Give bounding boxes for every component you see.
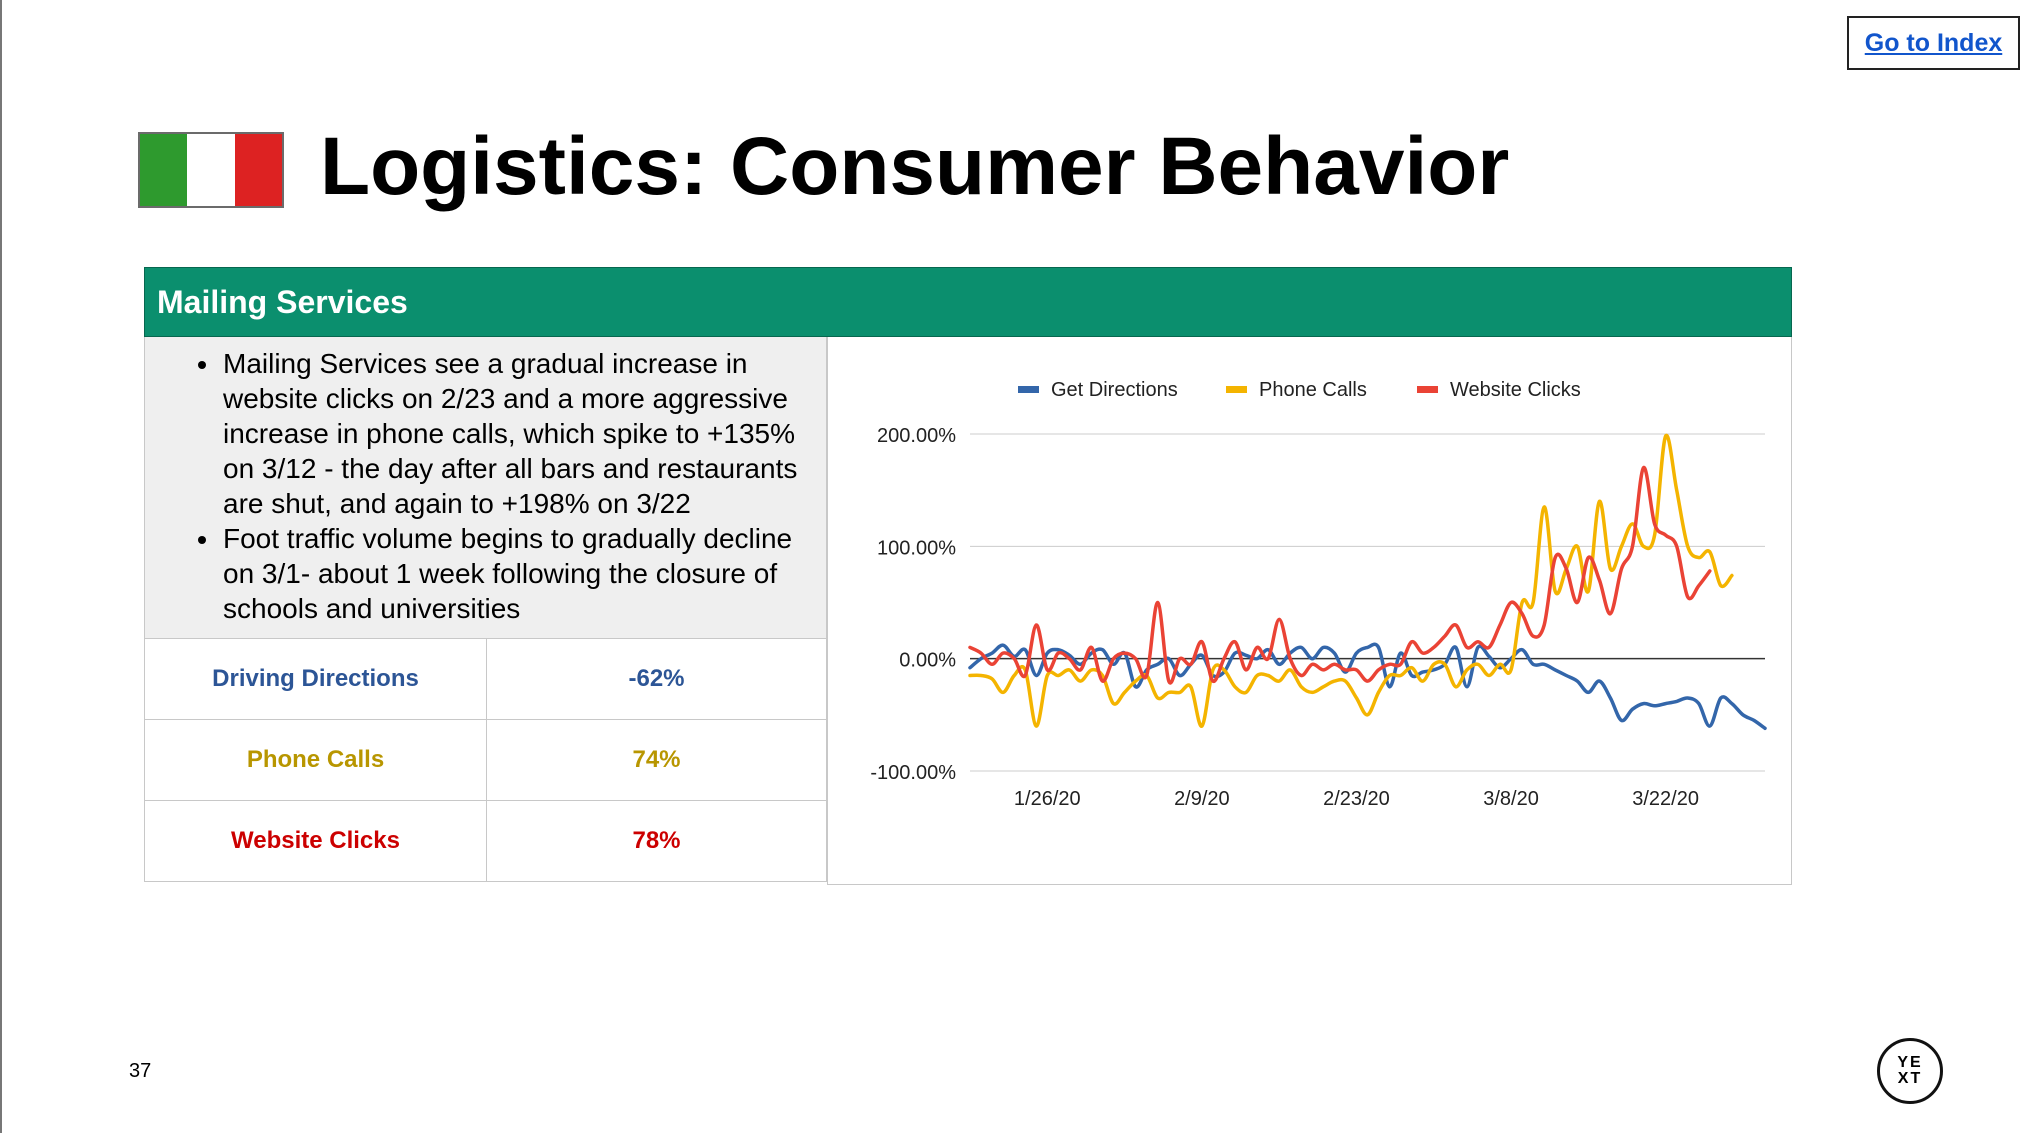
panel-header: Mailing Services — [144, 267, 1792, 337]
stat-label-driving-directions: Driving Directions — [144, 638, 487, 720]
left-edge-rule — [0, 0, 2, 1133]
table-row: Driving Directions -62% — [144, 638, 827, 720]
y-tick-label: 100.00% — [877, 537, 956, 559]
stat-value-driving-directions: -62% — [486, 638, 827, 720]
x-tick-label: 3/8/20 — [1483, 788, 1539, 810]
y-tick-label: 200.00% — [877, 425, 956, 447]
series-line-get-directions — [968, 642, 1767, 731]
go-to-index-link[interactable]: Go to Index — [1847, 16, 2020, 70]
trend-line-chart: 200.00% 100.00% 0.00% -100.00% 1/26/20 2/9/20… — [870, 379, 1767, 810]
x-tick-label: 1/26/20 — [1014, 788, 1081, 810]
flag-stripe-green — [140, 134, 188, 206]
legend-swatch — [1018, 386, 1039, 393]
stat-value-phone-calls: 74% — [486, 719, 827, 801]
yext-logo: YE XT — [1877, 1038, 1943, 1104]
x-tick-label: 3/22/20 — [1632, 788, 1699, 810]
chart-container: 200.00% 100.00% 0.00% -100.00% 1/26/20 2/9/20… — [827, 337, 1792, 885]
insight-bullet: Foot traffic volume begins to gradually … — [221, 521, 818, 626]
page-number: 37 — [129, 1060, 152, 1082]
legend-label: Website Clicks — [1450, 379, 1581, 401]
stat-value-website-clicks: 78% — [486, 800, 827, 882]
series-line-website-clicks — [968, 465, 1712, 685]
page-title: Logistics: Consumer Behavior — [320, 121, 1510, 212]
stat-label-website-clicks: Website Clicks — [144, 800, 487, 882]
legend-label: Phone Calls — [1259, 379, 1367, 401]
logo-text-top: YE — [1897, 1054, 1923, 1071]
italy-flag — [138, 132, 284, 208]
table-row: Website Clicks 78% — [144, 800, 827, 882]
table-row: Phone Calls 74% — [144, 719, 827, 801]
flag-stripe-red — [234, 134, 282, 206]
y-tick-label: -100.00% — [870, 762, 956, 784]
insight-notes: Mailing Services see a gradual increase … — [144, 337, 827, 639]
x-tick-label: 2/23/20 — [1323, 788, 1390, 810]
x-tick-label: 2/9/20 — [1174, 788, 1230, 810]
legend-swatch — [1417, 386, 1438, 393]
stats-table: Driving Directions -62% Phone Calls 74% … — [144, 638, 827, 882]
flag-stripe-white — [187, 134, 235, 206]
legend-label: Get Directions — [1051, 379, 1178, 401]
legend-swatch — [1226, 386, 1247, 393]
go-to-index-label[interactable]: Go to Index — [1864, 28, 2003, 57]
logo-text-bottom: XT — [1897, 1070, 1923, 1087]
y-tick-label: 0.00% — [899, 650, 956, 672]
stat-label-phone-calls: Phone Calls — [144, 719, 487, 801]
insight-bullet: Mailing Services see a gradual increase … — [221, 346, 818, 521]
insight-list: Mailing Services see a gradual increase … — [145, 337, 826, 626]
